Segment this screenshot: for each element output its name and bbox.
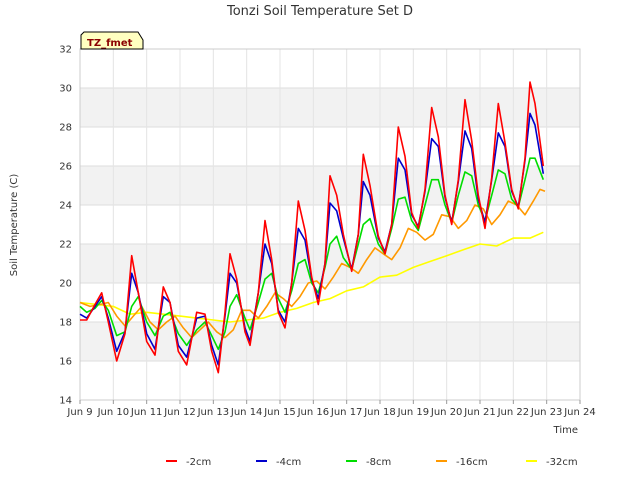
x-tick-label: Jun 19: [397, 407, 430, 418]
y-tick-label: 14: [59, 396, 72, 407]
x-tick-label: Jun 21: [463, 407, 496, 418]
legend: -2cm -4cm -8cm -16cm -32cm: [166, 457, 578, 468]
x-tick-label: Jun 12: [163, 407, 196, 418]
grid-band: [80, 322, 580, 361]
x-tick-label: Jun 24: [563, 407, 596, 418]
x-tick-label: Jun 22: [497, 407, 530, 418]
legend-label: -32cm: [546, 457, 578, 468]
y-axis: 14 16 18 20 22 24 26 28 30 32: [59, 45, 72, 407]
x-tick-label: Jun 9: [66, 407, 92, 418]
badge-shape: [80, 31, 144, 50]
y-tick-label: 18: [59, 318, 72, 329]
x-tick-label: Jun 20: [430, 407, 463, 418]
legend-label: -4cm: [276, 457, 301, 468]
grid-bands: [80, 88, 580, 361]
x-axis-label: Time: [553, 425, 578, 436]
y-tick-label: 28: [59, 123, 72, 134]
x-axis: Jun 9 Jun 10 Jun 11 Jun 12 Jun 13 Jun 14 Jun 1…: [66, 400, 596, 418]
y-tick-label: 30: [59, 84, 72, 95]
y-tick-label: 16: [59, 357, 72, 368]
x-tick-label: Jun 15: [263, 407, 296, 418]
y-axis-label: Soil Temperature (C): [9, 174, 20, 277]
x-tick-label: Jun 10: [97, 407, 130, 418]
legend-label: -16cm: [456, 457, 488, 468]
grid-band: [80, 88, 580, 127]
chart-title: Tonzi Soil Temperature Set D: [226, 4, 413, 19]
plot-frame: [79, 48, 581, 401]
station-badge: TZ_fmet: [80, 31, 144, 50]
series-line-minus-32cm: [79, 231, 544, 323]
x-tick-label: Jun 11: [130, 407, 163, 418]
legend-label: -8cm: [366, 457, 391, 468]
series-line-minus-2cm: [80, 81, 545, 374]
legend-label: -2cm: [186, 457, 211, 468]
y-tick-label: 26: [59, 162, 72, 173]
y-tick-label: 32: [59, 45, 72, 56]
x-tick-label: Jun 14: [230, 407, 263, 418]
grid-band: [80, 244, 580, 283]
x-tick-label: Jun 17: [330, 407, 363, 418]
y-tick-label: 20: [59, 279, 72, 290]
x-tick-label: Jun 16: [297, 407, 330, 418]
y-tick-label: 24: [59, 201, 72, 212]
series-line-minus-16cm: [79, 188, 546, 339]
y-tick-label: 22: [59, 240, 72, 251]
x-tick-label: Jun 18: [363, 407, 396, 418]
x-tick-label: Jun 23: [530, 407, 563, 418]
series-lines: [79, 81, 546, 374]
x-tick-label: Jun 13: [197, 407, 230, 418]
badge-label: TZ_fmet: [87, 38, 133, 49]
